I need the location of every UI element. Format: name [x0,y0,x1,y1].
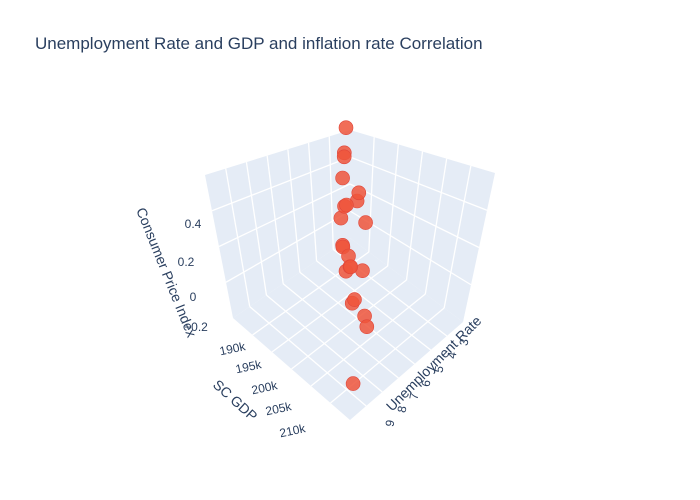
z-tick-label: 0.2 [178,255,195,269]
scene-panes [205,130,495,420]
gridline [443,165,472,309]
gridline [307,142,318,261]
y-tick-label: 195k [234,357,263,376]
scatter-point[interactable] [338,120,354,135]
gridline [218,183,351,248]
gridline [225,210,351,283]
x-tick-label: 6 [419,378,434,387]
x-tick-label: 3 [457,337,472,346]
y-tick-label: 205k [264,399,293,418]
x-tick-label: 5 [432,364,447,373]
x-tick-label: 4 [445,350,460,359]
y-tick-label: 210k [278,421,307,440]
scatter-point[interactable] [336,149,352,165]
scatter-point[interactable] [351,185,367,201]
z-tick-label: 0.4 [185,217,202,231]
gridline [310,293,426,387]
z-tick-label: 0 [190,290,197,304]
gridline [266,155,284,284]
gridline [211,156,351,212]
right-wall-pane [350,130,495,322]
x-tick-label: 8 [395,404,410,413]
gridline [287,149,301,273]
x-tick-label: 7 [407,391,422,400]
scatter-point[interactable] [347,292,362,307]
gridline [271,265,389,353]
scene-gridlines [211,136,488,407]
chart-title: Unemployment Rate and GDP and inflation … [35,34,483,53]
data-points[interactable] [333,120,375,391]
gridline [245,162,268,296]
gridline [405,151,424,281]
gridline [291,279,407,370]
x-tick-label: 9 [383,418,398,427]
left-wall-pane [205,130,350,318]
gridline [328,136,334,250]
scatter-point[interactable] [358,215,373,230]
scatter-point[interactable] [335,170,350,186]
gridline [424,158,448,295]
y-tick-label: 190k [218,339,247,358]
gridline [225,168,251,307]
floor-pane [233,238,463,420]
scatter-point[interactable] [343,259,359,275]
z-tick-label: −0.2 [184,320,208,334]
y-tick-label: 200k [250,378,279,397]
scatter-point[interactable] [345,376,361,391]
gridline [387,144,399,267]
gridline [368,137,375,253]
scatter-point[interactable] [339,197,354,213]
scatter-point[interactable] [359,319,375,335]
